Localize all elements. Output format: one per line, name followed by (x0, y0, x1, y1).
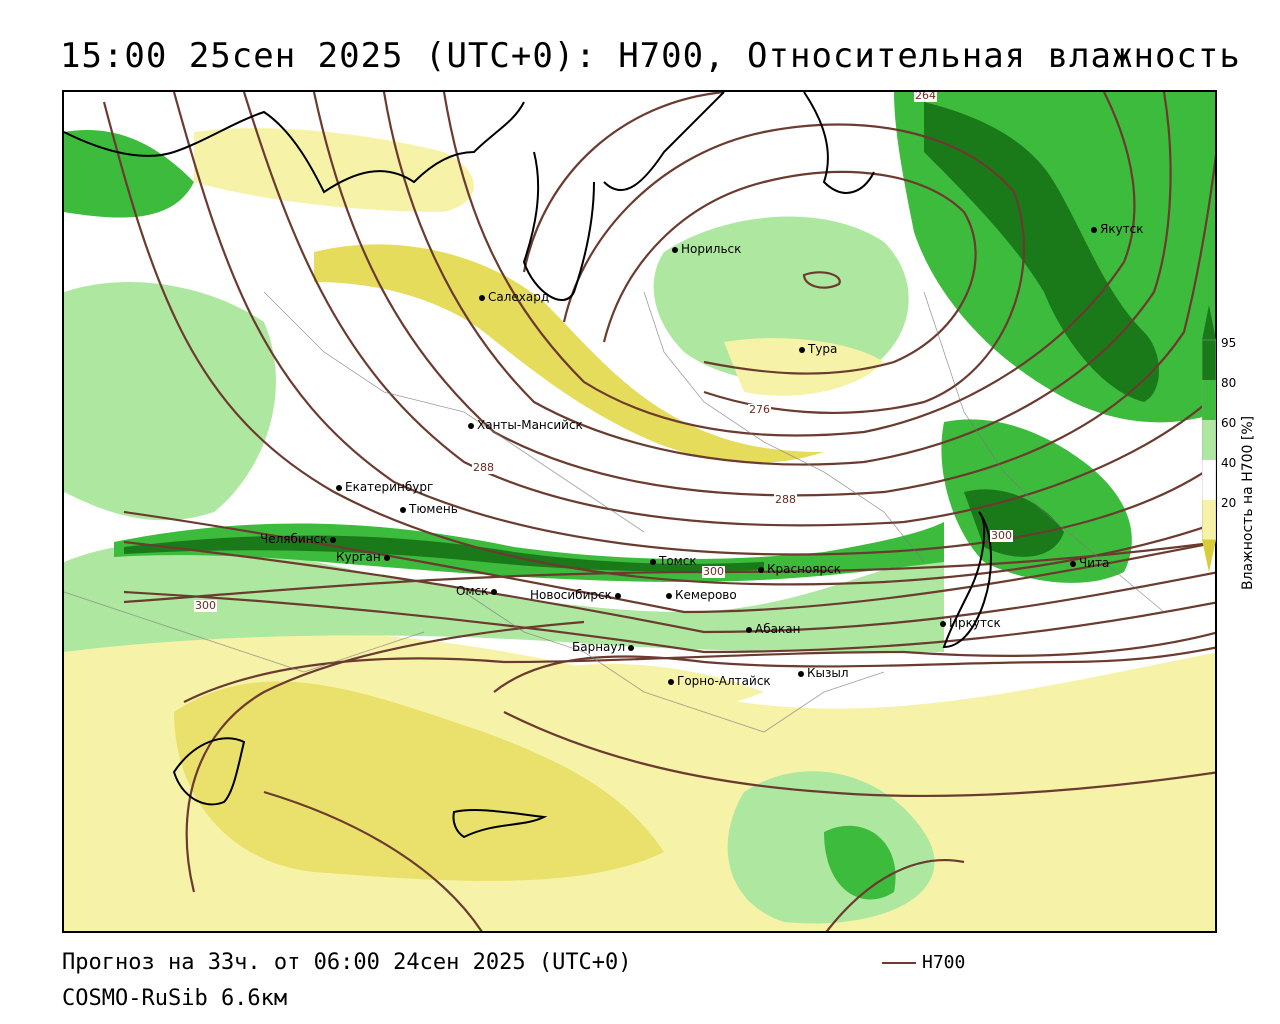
colorbar-tick-20: 20 (1221, 496, 1237, 510)
city-kyzyl: Кызыл (798, 666, 849, 680)
city-dot (468, 422, 474, 429)
contour-label-288a: 288 (472, 461, 495, 474)
contour-label-288b: 288 (774, 493, 797, 506)
city-chelyabinsk: Челябинск (260, 532, 339, 546)
city-label: Красноярск (767, 562, 841, 576)
city-irkutsk: Иркутск (940, 616, 1001, 630)
city-kurgan: Курган (336, 550, 393, 564)
contour-label-300a: 300 (990, 529, 1013, 542)
city-label: Томск (659, 554, 697, 568)
city-label: Горно-Алтайск (677, 674, 771, 688)
city-label: Тюмень (409, 502, 458, 516)
colorbar-max-arrow (1202, 305, 1216, 340)
coastlines (64, 92, 992, 839)
colorbar-bin-40 (1202, 460, 1216, 500)
city-tomsk: Томск (650, 554, 697, 568)
city-dot (614, 592, 621, 599)
humidity-field (64, 92, 1215, 931)
city-chita: Чита (1070, 556, 1109, 570)
city-label: Барнаул (572, 640, 626, 654)
city-yekaterinburg: Екатеринбург (336, 480, 433, 494)
colorbar-min-arrow (1202, 540, 1216, 572)
map-area: 264 276 288 288 300 300 300 Норильск Яку… (62, 90, 1217, 933)
city-dot (491, 588, 498, 595)
city-label: Кемерово (675, 588, 737, 602)
colorbar-outline (1202, 339, 1216, 540)
city-label: Кызыл (807, 666, 849, 680)
contour-label-264: 264 (914, 90, 937, 102)
admin-borders (64, 291, 1165, 733)
colorbar-bin-80 (1202, 380, 1216, 420)
city-dot (1091, 226, 1097, 233)
city-label: Иркутск (949, 616, 1001, 630)
city-label: Чита (1079, 556, 1110, 570)
city-dot (628, 644, 635, 651)
city-label: Курган (336, 550, 381, 564)
city-dot (799, 346, 805, 353)
city-label: Якутск (1100, 222, 1144, 236)
city-barnaul: Барнаул (572, 640, 637, 654)
city-dot (330, 536, 337, 543)
contour-label-300b: 300 (702, 565, 725, 578)
city-dot (940, 620, 946, 627)
h700-legend-line (882, 962, 916, 964)
city-dot (672, 246, 678, 253)
city-label: Абакан (755, 622, 801, 636)
humidity-colorbar (1202, 305, 1216, 540)
city-norilsk: Норильск (672, 242, 741, 256)
city-label: Ханты-Мансийск (477, 418, 583, 432)
model-name: COSMO-RuSib 6.6км (62, 986, 288, 1011)
colorbar-bin-95 (1202, 340, 1216, 380)
city-dot (668, 678, 674, 685)
colorbar-title: Влажность на H700 [%] (1240, 415, 1256, 590)
city-dot (383, 554, 390, 561)
city-dot (758, 566, 764, 573)
city-tyumen: Тюмень (400, 502, 458, 516)
city-dot (666, 592, 672, 599)
city-dot (336, 484, 342, 491)
city-omsk: Омск (456, 584, 500, 598)
city-kemerovo: Кемерово (666, 588, 737, 602)
h700-legend-label: H700 (922, 952, 966, 973)
city-abakan: Абакан (746, 622, 800, 636)
contour-label-300c: 300 (194, 599, 217, 612)
city-label: Новосибирск (530, 588, 612, 602)
city-label: Челябинск (260, 532, 328, 546)
contour-label-276: 276 (748, 403, 771, 416)
city-dot (650, 558, 656, 565)
city-dot (479, 294, 485, 301)
colorbar-tick-60: 60 (1221, 416, 1237, 430)
colorbar-tick-80: 80 (1221, 376, 1237, 390)
colorbar-bin-20 (1202, 500, 1216, 540)
h700-contours (102, 92, 1215, 931)
city-novosibirsk: Новосибирск (530, 588, 624, 602)
city-dot (400, 506, 406, 513)
city-yakutsk: Якутск (1091, 222, 1144, 236)
colorbar-tick-95: 95 (1221, 336, 1237, 350)
city-dot (798, 670, 804, 677)
city-label: Тура (808, 342, 838, 356)
city-gorno-altaysk: Горно-Алтайск (668, 674, 771, 688)
city-dot (1070, 560, 1076, 567)
city-label: Екатеринбург (345, 480, 434, 494)
city-tura: Тура (799, 342, 837, 356)
city-khanty-mansiysk: Ханты-Мансийск (468, 418, 583, 432)
city-label: Салехард (488, 290, 550, 304)
city-dot (746, 626, 752, 633)
city-label: Омск (456, 584, 489, 598)
city-salekhard: Салехард (479, 290, 549, 304)
colorbar-tick-40: 40 (1221, 456, 1237, 470)
map-title: 15:00 25сен 2025 (UTC+0): H700, Относите… (60, 36, 1241, 76)
forecast-info: Прогноз на 33ч. от 06:00 24сен 2025 (UTC… (62, 950, 632, 975)
colorbar-bin-60 (1202, 420, 1216, 460)
city-krasnoyarsk: Красноярск (758, 562, 841, 576)
city-label: Норильск (681, 242, 742, 256)
